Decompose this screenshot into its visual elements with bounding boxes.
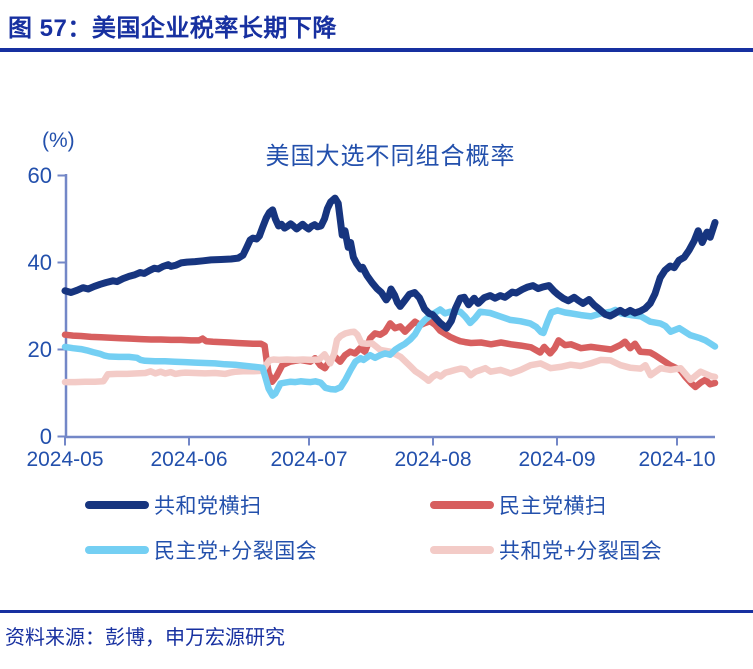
x-tick-label: 2024-08 bbox=[394, 448, 472, 471]
series-line-dem-split bbox=[61, 306, 719, 399]
y-tick-label: 20 bbox=[27, 336, 52, 362]
series-line-rep-split bbox=[61, 328, 719, 386]
x-tick-label: 2024-05 bbox=[26, 448, 104, 471]
legend-item-dem-sweep: 民主党横扫 bbox=[430, 492, 607, 518]
legend-line-swatch-dem-split bbox=[85, 546, 149, 554]
series-line-dem-sweep bbox=[61, 317, 719, 391]
header-rule-divider bbox=[0, 48, 753, 52]
figure-header-title: 图 57：美国企业税率长期下降 bbox=[8, 15, 337, 42]
legend-label: 民主党+分裂国会 bbox=[154, 540, 318, 563]
legend-item-rep-sweep: 共和党横扫 bbox=[85, 492, 262, 518]
legend-item-rep-split: 共和党+分裂国会 bbox=[430, 537, 662, 563]
x-tick-label: 2024-07 bbox=[270, 448, 348, 471]
y-tick-label: 0 bbox=[39, 423, 52, 449]
legend-line-swatch-dem-sweep bbox=[430, 501, 494, 509]
series-line-rep-sweep bbox=[61, 194, 719, 332]
legend-label: 民主党横扫 bbox=[499, 495, 607, 518]
legend-label: 共和党+分裂国会 bbox=[499, 540, 663, 563]
y-tick-label: 60 bbox=[27, 162, 52, 188]
legend-label: 共和党横扫 bbox=[154, 495, 262, 518]
x-tick-label: 2024-09 bbox=[518, 448, 596, 471]
x-tick-label: 2024-10 bbox=[638, 448, 716, 471]
source-attribution: 资料来源：彭博，申万宏源研究 bbox=[5, 627, 285, 649]
y-axis-unit-label: (%) bbox=[42, 129, 75, 152]
source-rule-divider bbox=[0, 610, 753, 613]
legend-item-dem-split: 民主党+分裂国会 bbox=[85, 537, 317, 563]
y-tick-label: 40 bbox=[27, 249, 52, 275]
legend-line-swatch-rep-split bbox=[430, 546, 494, 554]
legend-line-swatch-rep-sweep bbox=[85, 501, 149, 509]
chart-title: 美国大选不同组合概率 bbox=[265, 143, 516, 170]
x-tick-label: 2024-06 bbox=[150, 448, 228, 471]
